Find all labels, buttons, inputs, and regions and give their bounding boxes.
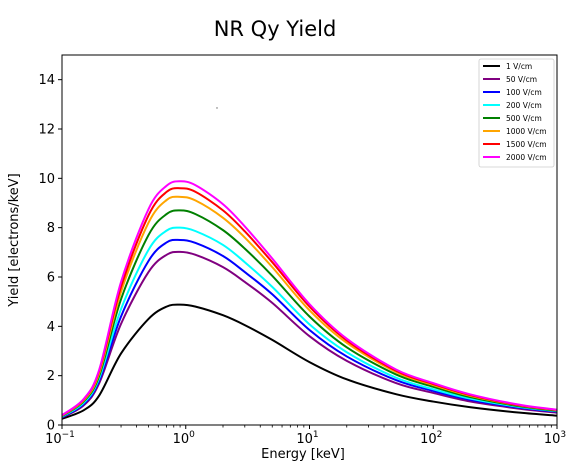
series-lines — [61, 180, 558, 420]
legend-label: 1000 V/cm — [506, 127, 547, 136]
x-axis-ticks: 10−1 100 101 102 103 — [45, 425, 566, 447]
x-tick-label-exponent: 3 — [560, 430, 566, 440]
legend-label: 500 V/cm — [506, 114, 542, 123]
stray-point — [216, 107, 218, 109]
legend-items: 1 V/cm 50 V/cm 100 V/cm 200 V/cm 500 V/cm 100… — [483, 62, 547, 162]
series-line-7 — [61, 180, 558, 416]
y-tick-label: 6 — [47, 271, 55, 286]
y-tick-label: 0 — [47, 419, 55, 434]
x-tick-label-exponent: 0 — [189, 430, 195, 440]
legend-label: 100 V/cm — [506, 88, 542, 97]
y-tick-label: 12 — [38, 123, 55, 138]
series-line-2 — [61, 238, 558, 418]
x-axis-label: Energy [keV] — [261, 447, 345, 462]
x-tick-label-exponent: 1 — [313, 430, 319, 440]
y-tick-label: 2 — [47, 369, 55, 384]
legend-label: 50 V/cm — [506, 75, 537, 84]
series-line-1 — [61, 250, 558, 419]
y-axis-ticks: 0 2 4 6 8 10 12 14 — [38, 73, 62, 434]
y-tick-label: 10 — [38, 172, 55, 187]
legend-label: 200 V/cm — [506, 101, 542, 110]
y-axis-label: Yield [electrons/keV] — [7, 173, 22, 307]
y-tick-label: 4 — [47, 320, 55, 335]
y-tick-label: 14 — [38, 73, 55, 88]
x-tick-label-exponent: −1 — [62, 430, 75, 440]
legend-label: 1500 V/cm — [506, 140, 547, 149]
series-line-0 — [61, 303, 558, 420]
legend: 1 V/cm 50 V/cm 100 V/cm 200 V/cm 500 V/cm 100… — [478, 58, 555, 168]
chart-title: NR Qy Yield — [214, 17, 337, 41]
y-tick-label: 8 — [47, 221, 55, 236]
legend-box — [478, 58, 555, 168]
x-tick-label-exponent: 2 — [437, 430, 443, 440]
series-line-3 — [61, 226, 558, 418]
legend-label: 1 V/cm — [506, 62, 532, 71]
legend-label: 2000 V/cm — [506, 153, 547, 162]
series-line-4 — [61, 209, 558, 417]
